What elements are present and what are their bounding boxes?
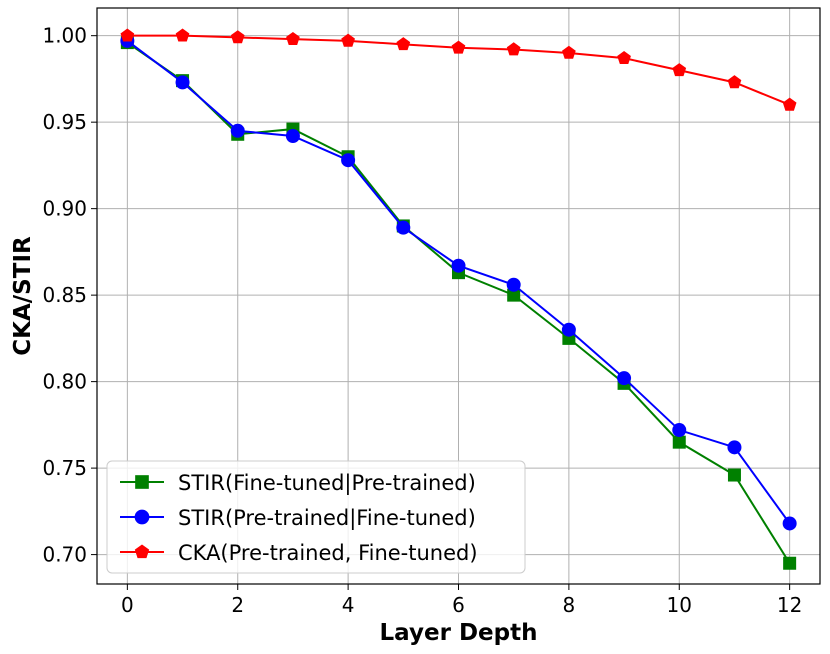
y-axis-title: CKA/STIR xyxy=(10,236,36,356)
x-tick-label: 6 xyxy=(452,593,465,617)
series-2-point xyxy=(672,423,687,438)
series-3-point xyxy=(341,33,355,47)
x-tick-label: 12 xyxy=(777,593,802,617)
series-1-point xyxy=(727,468,741,482)
y-tick-label: 0.70 xyxy=(42,543,87,567)
series-2-point xyxy=(561,322,576,337)
series-2-point xyxy=(341,153,356,168)
legend-marker xyxy=(135,475,149,489)
legend-box xyxy=(106,460,526,574)
series-3-point xyxy=(451,40,466,54)
series-2-point xyxy=(506,277,521,292)
series-2-point xyxy=(396,220,411,235)
series-3-point xyxy=(672,63,687,77)
series-3-point xyxy=(120,28,135,42)
series-2-point xyxy=(617,371,632,386)
series-3-point xyxy=(562,45,576,59)
legend-marker xyxy=(134,509,150,525)
series-1-point xyxy=(672,435,686,449)
x-tick-label: 2 xyxy=(231,593,244,617)
series-3-point xyxy=(286,31,300,45)
x-axis-title: Layer Depth xyxy=(380,620,538,646)
series-3-point xyxy=(727,75,742,89)
series-3-point xyxy=(230,30,245,44)
series-2-point xyxy=(285,129,300,143)
series-2-point xyxy=(451,258,466,273)
series-2-point xyxy=(175,75,190,90)
x-tick-label: 8 xyxy=(563,593,576,617)
series-1-point xyxy=(783,556,797,570)
series-2-point xyxy=(230,123,245,138)
legend-marker xyxy=(134,544,150,559)
series-1-point xyxy=(507,288,521,302)
y-tick-label: 0.80 xyxy=(42,370,87,394)
series-3-point xyxy=(506,42,521,56)
series-3-point xyxy=(175,28,190,42)
series-3 xyxy=(120,28,797,111)
series-2-point xyxy=(727,440,742,455)
series-3-point xyxy=(396,37,411,51)
legend-label: STIR(Pre-trained|Fine-tuned) xyxy=(178,506,476,531)
y-tick-label: 0.95 xyxy=(42,110,87,134)
x-tick-label: 10 xyxy=(667,593,692,617)
x-tick-label: 4 xyxy=(342,593,355,617)
series-2-point xyxy=(782,516,797,531)
x-tick-label: 0 xyxy=(121,593,134,617)
axis-ticks: 0 2 4 6 8 10 12 0.70 0.75 0.80 0.85 0.90 0.95 1.00 xyxy=(42,24,802,617)
y-tick-label: 0.90 xyxy=(42,197,87,221)
y-tick-label: 1.00 xyxy=(42,24,87,48)
y-tick-label: 0.75 xyxy=(42,456,87,480)
legend-label: CKA(Pre-trained, Fine-tuned) xyxy=(178,541,478,565)
legend: STIR(Fine-tuned|Pre-trained) STIR(Pre-tra… xyxy=(106,460,526,574)
y-tick-label: 0.85 xyxy=(42,283,87,307)
series-3-point xyxy=(617,50,631,64)
series-layer xyxy=(120,28,797,570)
series-3-point xyxy=(782,97,797,111)
legend-label: STIR(Fine-tuned|Pre-trained) xyxy=(178,471,476,496)
